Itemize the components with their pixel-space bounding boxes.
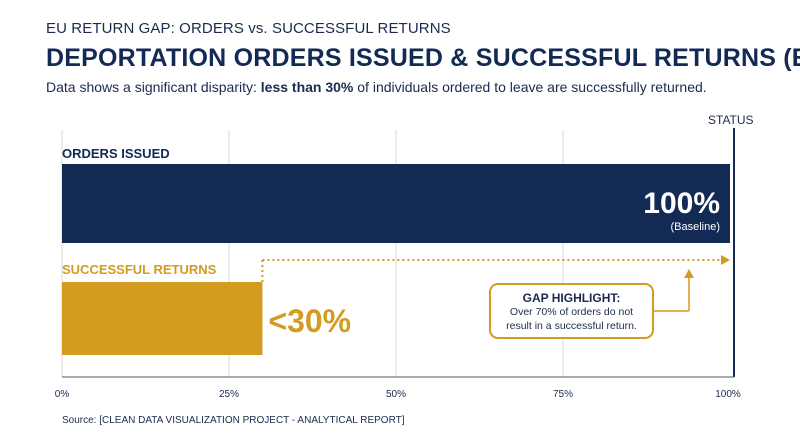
- gap-highlight-line2: result in a successful return.: [506, 320, 637, 332]
- category-label: ORDERS ISSUED: [62, 146, 170, 161]
- data-label: <30%: [268, 303, 351, 339]
- chart-kicker: EU RETURN GAP: ORDERS vs. SUCCESSFUL RET…: [46, 20, 451, 37]
- subtitle-text-after: of individuals ordered to leave are succ…: [353, 79, 707, 95]
- source-note: Source: [CLEAN DATA VISUALIZATION PROJEC…: [62, 415, 405, 426]
- annotations: [261, 255, 730, 312]
- tick-label: 0%: [55, 389, 70, 400]
- bar: [62, 164, 730, 243]
- gap-arrowhead: [721, 255, 730, 265]
- gap-highlight-box: GAP HIGHLIGHT: Over 70% of orders do not…: [489, 283, 654, 339]
- subtitle-text-before: Data shows a significant disparity:: [46, 79, 261, 95]
- tick-label: 25%: [219, 389, 239, 400]
- subtitle-highlight: less than 30%: [260, 79, 354, 95]
- chart-subtitle: Data shows a significant disparity: less…: [46, 79, 707, 95]
- gap-highlight-title: GAP HIGHLIGHT:: [522, 291, 621, 305]
- category-label: SUCCESSFUL RETURNS: [62, 262, 217, 277]
- x-axis-ticks: 0% 25% 50% 75% 100%: [55, 389, 741, 400]
- gap-highlight-line1: Over 70% of orders do not: [509, 306, 634, 318]
- tick-label: 50%: [386, 389, 406, 400]
- data-sublabel: (Baseline): [670, 221, 720, 233]
- tick-label: 75%: [553, 389, 573, 400]
- data-label: 100%: [643, 187, 720, 220]
- tick-label: 100%: [715, 389, 741, 400]
- chart-title: DEPORTATION ORDERS ISSUED & SUCCESSFUL R…: [46, 44, 800, 72]
- callout-arrowhead: [684, 269, 694, 278]
- status-label: STATUS: [708, 113, 754, 127]
- bars: ORDERS ISSUED SUCCESSFUL RETURNS 100%(Base…: [62, 146, 730, 355]
- bar: [62, 282, 263, 355]
